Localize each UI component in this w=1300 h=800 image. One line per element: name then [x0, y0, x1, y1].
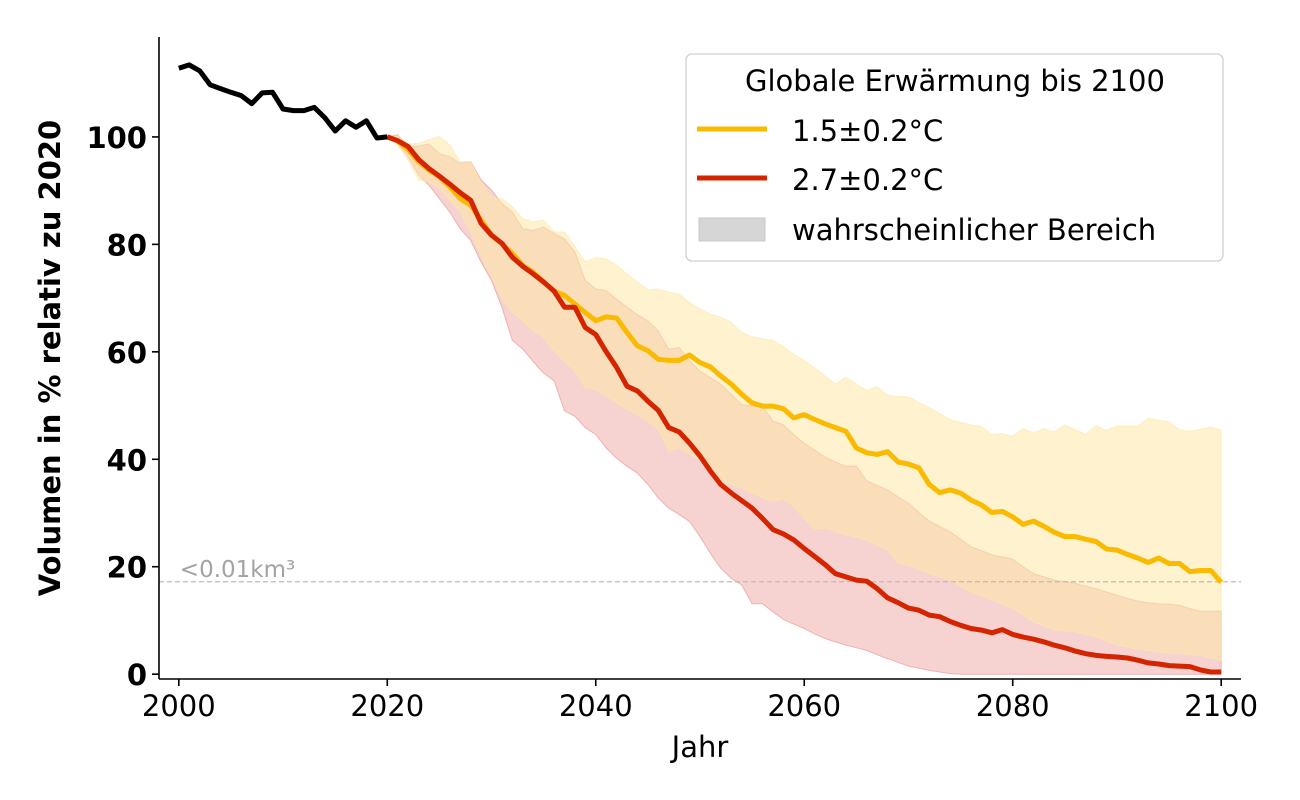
legend-title: Globale Erwärmung bis 2100 [745, 64, 1165, 98]
y-tick-label: 40 [107, 443, 147, 477]
series-lines [178, 62, 1224, 675]
x-tick-label: 2100 [1184, 689, 1258, 723]
band-1-5c [386, 135, 1222, 661]
legend-label-range: wahrscheinlicher Bereich [792, 213, 1156, 247]
x-tick-label: 2080 [976, 689, 1050, 723]
threshold-label: <0.01km³ [180, 557, 295, 583]
line-2-7c [386, 134, 1222, 675]
x-tick-label: 2060 [767, 689, 841, 723]
threshold-line-group: <0.01km³ [159, 557, 1241, 583]
uncertainty-bands [385, 134, 1222, 675]
y-tick-label: 20 [107, 551, 147, 585]
legend: Globale Erwärmung bis 2100 1.5±0.2°C 2.7… [685, 53, 1224, 262]
legend-label-1-5c: 1.5±0.2°C [792, 114, 943, 148]
x-axis-label: Jahr [670, 730, 729, 764]
legend-swatch-range [698, 217, 766, 242]
y-ticks: 0 20 40 60 80 100 [86, 121, 159, 692]
x-ticks: 2000 2020 2040 2060 2080 2100 [142, 679, 1258, 723]
x-tick-label: 2020 [350, 689, 424, 723]
legend-label-2-7c: 2.7±0.2°C [792, 163, 943, 197]
line-historical [178, 62, 388, 141]
y-tick-label: 0 [127, 658, 147, 692]
x-tick-label: 2000 [142, 689, 216, 723]
legend-box [685, 53, 1224, 262]
y-tick-label: 60 [107, 336, 147, 370]
y-tick-label: 100 [86, 121, 147, 155]
y-tick-label: 80 [107, 228, 147, 262]
y-axis-label: Volumen in % relativ zu 2020 [33, 120, 67, 596]
x-tick-label: 2040 [559, 689, 633, 723]
